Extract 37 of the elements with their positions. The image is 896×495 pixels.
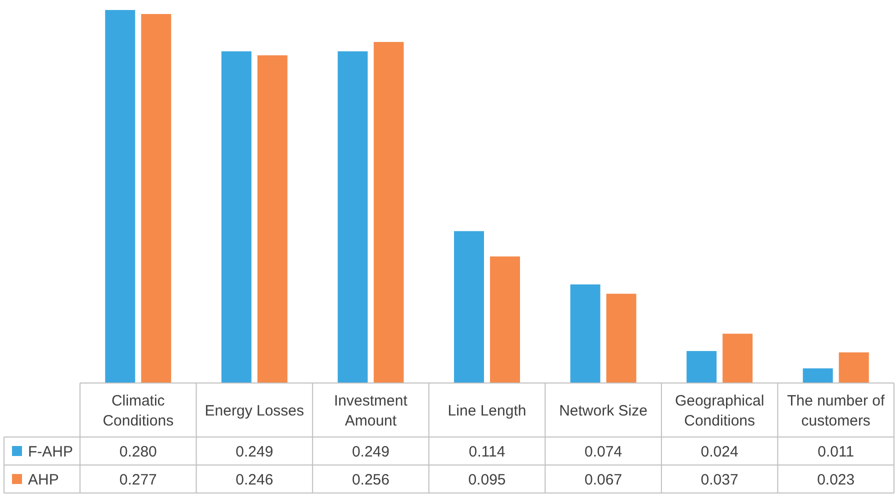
x-tick-label: Energy Losses (204, 402, 304, 420)
bar (490, 256, 520, 383)
x-tick-label: Network Size (559, 402, 648, 420)
data-label: 0.023 (817, 471, 855, 488)
data-label: 0.024 (700, 443, 738, 460)
data-label: 0.074 (584, 443, 622, 460)
bar (374, 42, 404, 383)
data-label: 0.114 (468, 443, 506, 460)
data-label: 0.011 (818, 443, 854, 460)
bar (606, 294, 636, 383)
data-label: 0.249 (352, 443, 390, 460)
x-tick-label: Climatic Conditions (102, 392, 174, 430)
bar (338, 51, 368, 383)
bar (257, 55, 288, 383)
legend-label: F-AHP (28, 443, 73, 460)
bar (141, 14, 172, 383)
bar (686, 351, 717, 383)
bar (221, 51, 252, 383)
bar (722, 334, 753, 383)
data-label: 0.095 (468, 471, 506, 488)
bar (105, 10, 136, 383)
data-label: 0.280 (119, 443, 157, 460)
data-label: 0.249 (236, 443, 274, 460)
bar (454, 231, 484, 383)
x-tick-label: Investment Amount (334, 392, 408, 430)
bar (570, 284, 600, 383)
data-label: 0.256 (352, 471, 390, 488)
x-tick-label: Geographical Conditions (674, 392, 764, 430)
legend-label: AHP (28, 471, 59, 488)
bar (802, 368, 833, 383)
data-label: 0.067 (584, 471, 622, 488)
x-tick-label: The number of customers (787, 392, 886, 430)
data-label: 0.037 (700, 471, 738, 488)
x-tick-label: Line Length (448, 402, 526, 420)
data-label: 0.246 (236, 471, 274, 488)
bar (838, 352, 869, 383)
data-label: 0.277 (119, 471, 157, 488)
